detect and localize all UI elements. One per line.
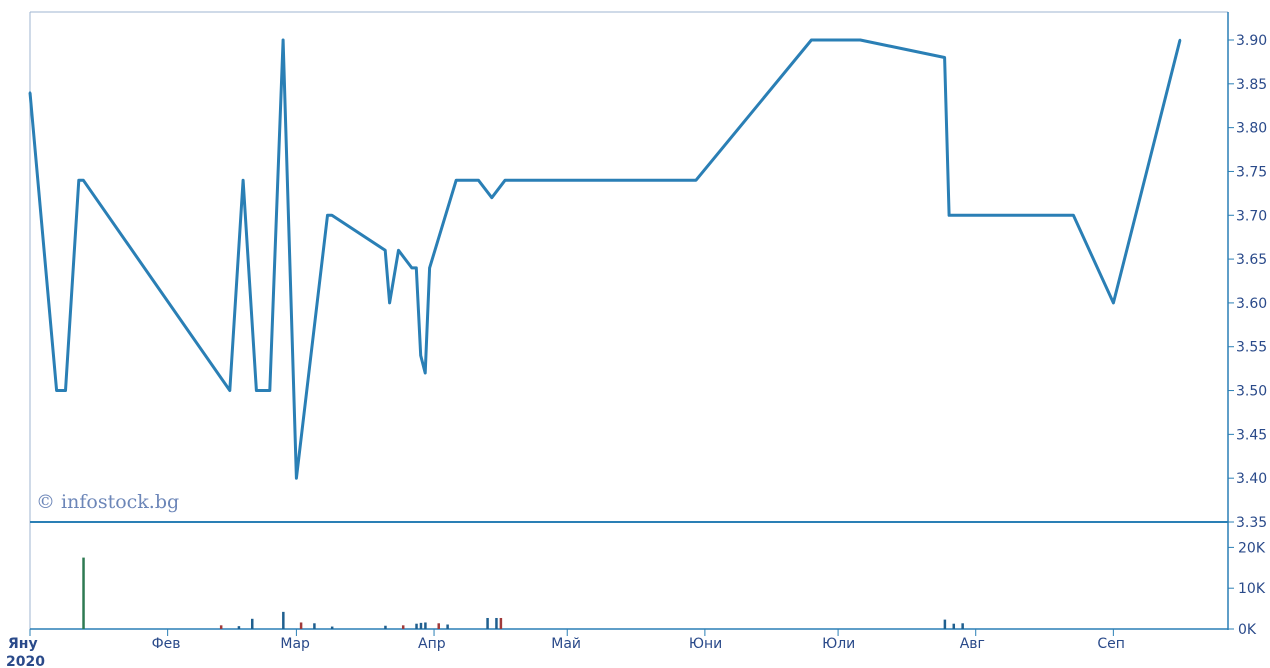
volume-bar [424, 622, 427, 629]
price-point [1072, 214, 1075, 217]
y-tick-label: 3.65 [1236, 252, 1267, 268]
volume-bar [330, 626, 334, 629]
price-point [423, 371, 427, 375]
volume-bar [943, 619, 947, 629]
volume-tick-label: 0K [1238, 622, 1257, 638]
price-point [77, 179, 81, 182]
price-point [943, 56, 946, 59]
x-tick-label: Апр [418, 636, 446, 652]
price-point [384, 249, 387, 252]
price-point [295, 476, 298, 480]
volume-bar [313, 623, 316, 629]
volume-bar [499, 617, 503, 629]
price-point [28, 91, 32, 94]
volume-bar [282, 611, 285, 629]
x-tick-label: Авг [960, 636, 985, 652]
y-tick-label: 3.40 [1236, 471, 1267, 487]
y-tick-label: 3.60 [1236, 296, 1267, 312]
volume-bar [82, 557, 85, 629]
price-point [410, 266, 414, 270]
volume-bar [952, 623, 956, 629]
x-tick-label: Яну [8, 636, 38, 652]
x-tick-label: Май [551, 636, 581, 652]
price-point [397, 249, 400, 252]
y-tick-label: 3.35 [1236, 515, 1267, 531]
volume-bar [384, 625, 387, 629]
price-point [859, 38, 862, 42]
volume-bar [237, 626, 241, 629]
watermark: © infostock.bg [36, 491, 179, 513]
x-tick-label: Юни [689, 636, 722, 652]
price-point [241, 179, 245, 182]
x-tick-label: Фев [152, 636, 181, 652]
volume-bar [486, 617, 489, 629]
price-point [694, 179, 698, 182]
volume-bar [446, 624, 449, 629]
price-point [268, 389, 271, 392]
y-tick-label: 3.45 [1236, 427, 1267, 443]
volume-bar [251, 618, 254, 629]
volume-tick-label: 20K [1238, 540, 1266, 556]
price-point [228, 389, 231, 392]
price-point [490, 196, 493, 199]
y-tick-label: 3.85 [1236, 77, 1267, 93]
price-point [810, 38, 813, 42]
price-point [1112, 301, 1115, 305]
price-point [1178, 38, 1182, 42]
x-tick-label: Юли [822, 636, 855, 652]
price-point [419, 354, 422, 357]
price-point [82, 179, 85, 182]
volume-bar [219, 625, 223, 629]
y-tick-label: 3.90 [1236, 33, 1267, 49]
year-label: 2020 [6, 654, 45, 668]
x-tick-label: Мар [280, 636, 310, 652]
price-series-line [28, 38, 1182, 480]
y-tick-label: 3.70 [1236, 208, 1267, 224]
x-tick-label: Сеп [1097, 636, 1125, 652]
volume-bar [961, 623, 964, 629]
volume-bar [415, 623, 418, 629]
y-tick-label: 3.55 [1236, 340, 1267, 356]
price-point [330, 214, 334, 217]
volume-tick-label: 10K [1238, 581, 1266, 597]
price-point [55, 389, 58, 392]
volume-bar [299, 622, 303, 629]
y-tick-label: 3.75 [1236, 164, 1267, 180]
price-point [388, 301, 391, 305]
price-point [947, 214, 951, 217]
y-tick-label: 3.50 [1236, 384, 1267, 400]
volume-bar [419, 622, 423, 629]
price-point [64, 389, 67, 392]
price-point [415, 266, 418, 270]
price-point [326, 214, 329, 217]
price-point [455, 179, 458, 182]
y-tick-label: 3.80 [1236, 121, 1267, 137]
volume-bar [401, 625, 405, 629]
price-point [477, 179, 480, 182]
price-point [503, 179, 507, 182]
volume-bar [495, 617, 498, 629]
volume-bar [437, 623, 440, 629]
price-point [255, 389, 258, 392]
price-point [281, 38, 285, 42]
price-point [428, 266, 431, 270]
